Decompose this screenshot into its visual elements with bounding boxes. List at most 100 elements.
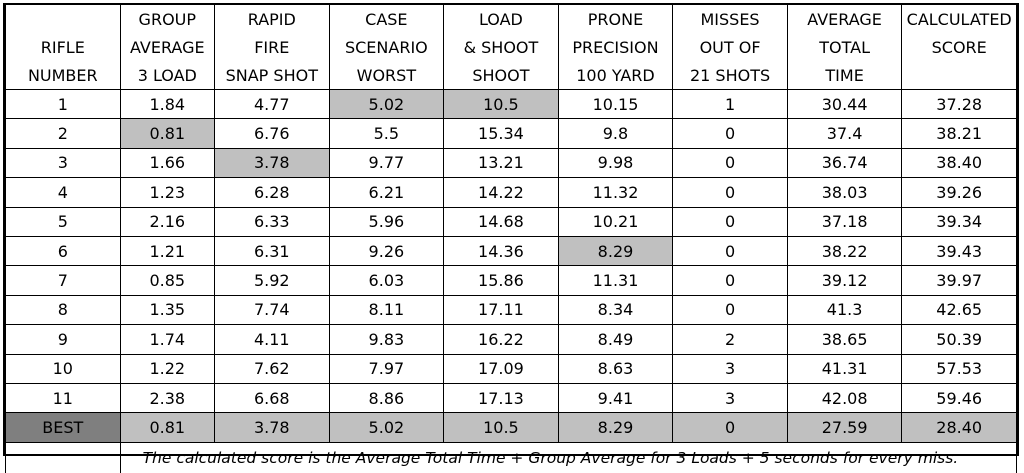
column-header: CASE	[328, 5, 445, 33]
best-cell: 8.29	[557, 412, 674, 443]
table-cell: 30.44	[786, 88, 903, 120]
table-cell: 39.26	[901, 177, 1017, 208]
column-header: 21 SHOTS	[672, 61, 788, 90]
table-cell: 11.31	[557, 265, 674, 296]
table-cell: 42.65	[901, 294, 1017, 326]
table-cell: 41.31	[786, 353, 903, 384]
table-cell: 41.3	[786, 294, 903, 326]
column-header: 3 LOAD	[119, 61, 216, 90]
table-cell: 0	[672, 294, 788, 326]
table-cell: 37.4	[786, 118, 903, 149]
table-cell: 17.09	[443, 353, 559, 384]
table-header: GROUP RAPID CASE LOAD PRONE MISSES AVERAGE CALC…	[5, 5, 1017, 90]
header-row: RIFLE AVERAGE FIRE SCENARIO & SHOOT PRECISION…	[5, 33, 1017, 61]
table-cell: 7.62	[214, 353, 330, 384]
best-row: BEST 0.81 3.78 5.02 10.5 8.29 0 27.59 28.40	[5, 412, 1017, 443]
table-cell: 10.21	[557, 206, 674, 237]
table-cell: 13.21	[443, 147, 559, 179]
table-row: 3 1.66 3.78 9.77 13.21 9.98 0 36.74 38.40	[5, 147, 1017, 179]
column-header: PRONE	[557, 5, 674, 33]
table-cell: 1.22	[119, 353, 216, 384]
table-cell: 0	[672, 177, 788, 208]
table-cell: 0	[672, 118, 788, 149]
column-header: 100 YARD	[557, 61, 674, 90]
column-header: RAPID	[214, 5, 330, 33]
column-header: AVERAGE	[786, 5, 903, 33]
column-header: AVERAGE	[119, 33, 216, 61]
table-row: 4 1.23 6.28 6.21 14.22 11.32 0 38.03 39.26	[5, 177, 1017, 208]
table-cell: 59.46	[901, 382, 1017, 414]
table-cell: 1.84	[119, 88, 216, 120]
table-cell: 16.22	[443, 324, 559, 355]
table-cell: 3	[672, 353, 788, 384]
table-row: 6 1.21 6.31 9.26 14.36 8.29 0 38.22 39.43	[5, 235, 1017, 267]
table-cell: 2.38	[119, 382, 216, 414]
footnote: The calculated score is the Average Tota…	[119, 441, 1018, 473]
column-header	[5, 5, 121, 33]
column-header: LOAD	[443, 5, 559, 33]
table-row: 1 1.84 4.77 5.02 10.5 10.15 1 30.44 37.28	[5, 88, 1017, 120]
rifle-number-cell: 4	[5, 177, 121, 208]
table-cell: 0.85	[119, 265, 216, 296]
table-cell: 8.34	[557, 294, 674, 326]
results-spreadsheet: GROUP RAPID CASE LOAD PRONE MISSES AVERAGE CALC…	[3, 3, 1019, 473]
table-cell: 8.29	[557, 235, 674, 267]
best-cell: 5.02	[328, 412, 445, 443]
table-cell: 10.5	[443, 88, 559, 120]
table-cell: 3	[672, 382, 788, 414]
table-row: 11 2.38 6.68 8.86 17.13 9.41 3 42.08 59.46	[5, 382, 1017, 414]
table-cell: 15.86	[443, 265, 559, 296]
table-cell: 0.81	[119, 118, 216, 149]
rifle-number-cell: 11	[5, 382, 121, 414]
rifle-number-cell: 3	[5, 147, 121, 179]
table-cell: 37.18	[786, 206, 903, 237]
best-cell: 0	[672, 412, 788, 443]
table-cell: 38.40	[901, 147, 1017, 179]
table-row: 8 1.35 7.74 8.11 17.11 8.34 0 41.3 42.65	[5, 294, 1017, 326]
column-header: FIRE	[214, 33, 330, 61]
table-cell: 9.83	[328, 324, 445, 355]
column-header: PRECISION	[557, 33, 674, 61]
rifle-number-cell: 1	[5, 88, 121, 120]
table-cell: 42.08	[786, 382, 903, 414]
table-cell: 6.31	[214, 235, 330, 267]
table-cell: 6.28	[214, 177, 330, 208]
rifle-number-cell: 7	[5, 265, 121, 296]
column-header: RIFLE	[5, 33, 121, 61]
table-cell: 38.22	[786, 235, 903, 267]
table-cell: 7.97	[328, 353, 445, 384]
table-cell: 50.39	[901, 324, 1017, 355]
best-cell: 3.78	[214, 412, 330, 443]
column-header: NUMBER	[5, 61, 121, 90]
table-cell: 8.63	[557, 353, 674, 384]
table-cell: 5.5	[328, 118, 445, 149]
table-cell: 0	[672, 235, 788, 267]
rifle-number-cell: 8	[5, 294, 121, 326]
table-row: 5 2.16 6.33 5.96 14.68 10.21 0 37.18 39.34	[5, 206, 1017, 237]
rifle-number-cell: 2	[5, 118, 121, 149]
table-cell: 6.76	[214, 118, 330, 149]
best-cell: 28.40	[901, 412, 1017, 443]
footnote-spacer	[5, 441, 121, 473]
rifle-number-cell: 10	[5, 353, 121, 384]
table-cell: 36.74	[786, 147, 903, 179]
column-header: GROUP	[119, 5, 216, 33]
best-cell: 27.59	[786, 412, 903, 443]
table-cell: 0	[672, 206, 788, 237]
table-row: 7 0.85 5.92 6.03 15.86 11.31 0 39.12 39.97	[5, 265, 1017, 296]
table-cell: 9.41	[557, 382, 674, 414]
table-cell: 6.68	[214, 382, 330, 414]
table-cell: 6.33	[214, 206, 330, 237]
table-cell: 9.26	[328, 235, 445, 267]
table-cell: 4.77	[214, 88, 330, 120]
best-cell: 0.81	[119, 412, 216, 443]
table-cell: 9.8	[557, 118, 674, 149]
best-label: BEST	[5, 412, 121, 443]
table-cell: 3.78	[214, 147, 330, 179]
column-header: SCENARIO	[328, 33, 445, 61]
footnote-row: The calculated score is the Average Tota…	[5, 441, 1018, 473]
table-cell: 37.28	[901, 88, 1017, 120]
column-header: SNAP SHOT	[214, 61, 330, 90]
table-cell: 10.15	[557, 88, 674, 120]
column-header: MISSES	[672, 5, 788, 33]
